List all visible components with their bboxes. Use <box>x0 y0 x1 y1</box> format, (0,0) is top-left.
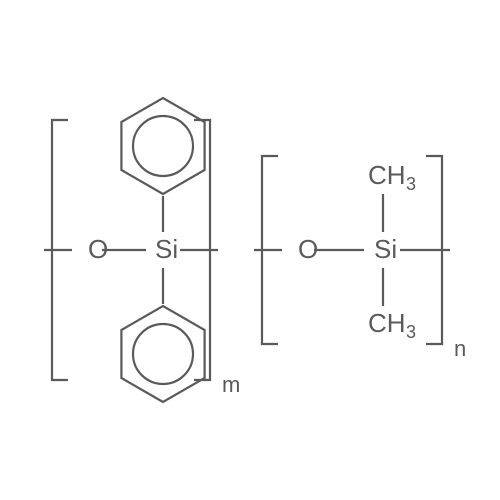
repeat-unit-dimethyl: n O Si CH 3 CH 3 <box>254 156 466 361</box>
polysiloxane-structure-diagram: m O Si n O Si CH 3 CH 3 <box>0 0 500 500</box>
silicon-atom: Si <box>374 234 397 264</box>
methyl-bottom: CH 3 <box>368 308 416 342</box>
methyl-label: CH <box>368 160 406 190</box>
subscript-n: n <box>454 336 466 361</box>
subscript-m: m <box>222 372 240 397</box>
methyl-subscript: 3 <box>406 322 416 342</box>
phenyl-ring-bottom <box>121 306 204 402</box>
methyl-subscript: 3 <box>406 174 416 194</box>
silicon-atom: Si <box>155 234 178 264</box>
methyl-top: CH 3 <box>368 160 416 194</box>
repeat-unit-diphenyl: m O Si <box>44 98 240 402</box>
methyl-label: CH <box>368 308 406 338</box>
phenyl-ring-top <box>121 98 204 194</box>
